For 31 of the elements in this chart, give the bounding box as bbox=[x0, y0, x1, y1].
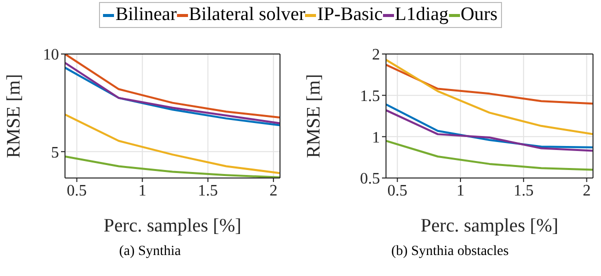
line-series bbox=[386, 58, 593, 136]
line-series bbox=[65, 114, 280, 174]
x-tick-label: 1.5 bbox=[198, 182, 218, 200]
y-tick-label: 0.5 bbox=[360, 170, 380, 188]
legend-label: Bilateral solver bbox=[188, 3, 306, 27]
x-axis-title: Perc. samples [%] bbox=[104, 216, 242, 236]
x-tick-label: 2 bbox=[582, 182, 591, 200]
legend-label: L1diag bbox=[394, 3, 449, 27]
line-series bbox=[386, 103, 593, 148]
y-tick-label: 2 bbox=[372, 46, 380, 64]
legend-label: IP-Basic bbox=[317, 3, 383, 27]
legend-label: Bilinear bbox=[115, 3, 177, 27]
line-series bbox=[386, 64, 593, 105]
y-axis-title: RMSE [m] bbox=[4, 74, 24, 158]
x-axis-title: Perc. samples [%] bbox=[420, 216, 558, 236]
y-axis-title: RMSE [m] bbox=[304, 74, 324, 158]
x-tick-label: 1 bbox=[138, 182, 146, 200]
x-tick-label: 1 bbox=[456, 182, 464, 200]
text: (b) Synthia obstacles bbox=[390, 244, 510, 260]
y-tick-label: 1.5 bbox=[360, 88, 380, 106]
y-tick-label: 10 bbox=[43, 46, 59, 64]
y-tick-label: 5 bbox=[51, 144, 59, 162]
x-tick-label: 0.5 bbox=[387, 182, 408, 200]
x-tick-label: 0.5 bbox=[66, 182, 87, 200]
x-tick-label: 2 bbox=[269, 182, 278, 200]
y-tick-label: 1 bbox=[372, 129, 380, 146]
line-series bbox=[386, 140, 593, 171]
x-tick-label: 1.5 bbox=[514, 182, 534, 200]
legend-label: Ours bbox=[460, 3, 498, 27]
line-series bbox=[386, 109, 593, 152]
text: (a) Synthia bbox=[118, 244, 182, 260]
